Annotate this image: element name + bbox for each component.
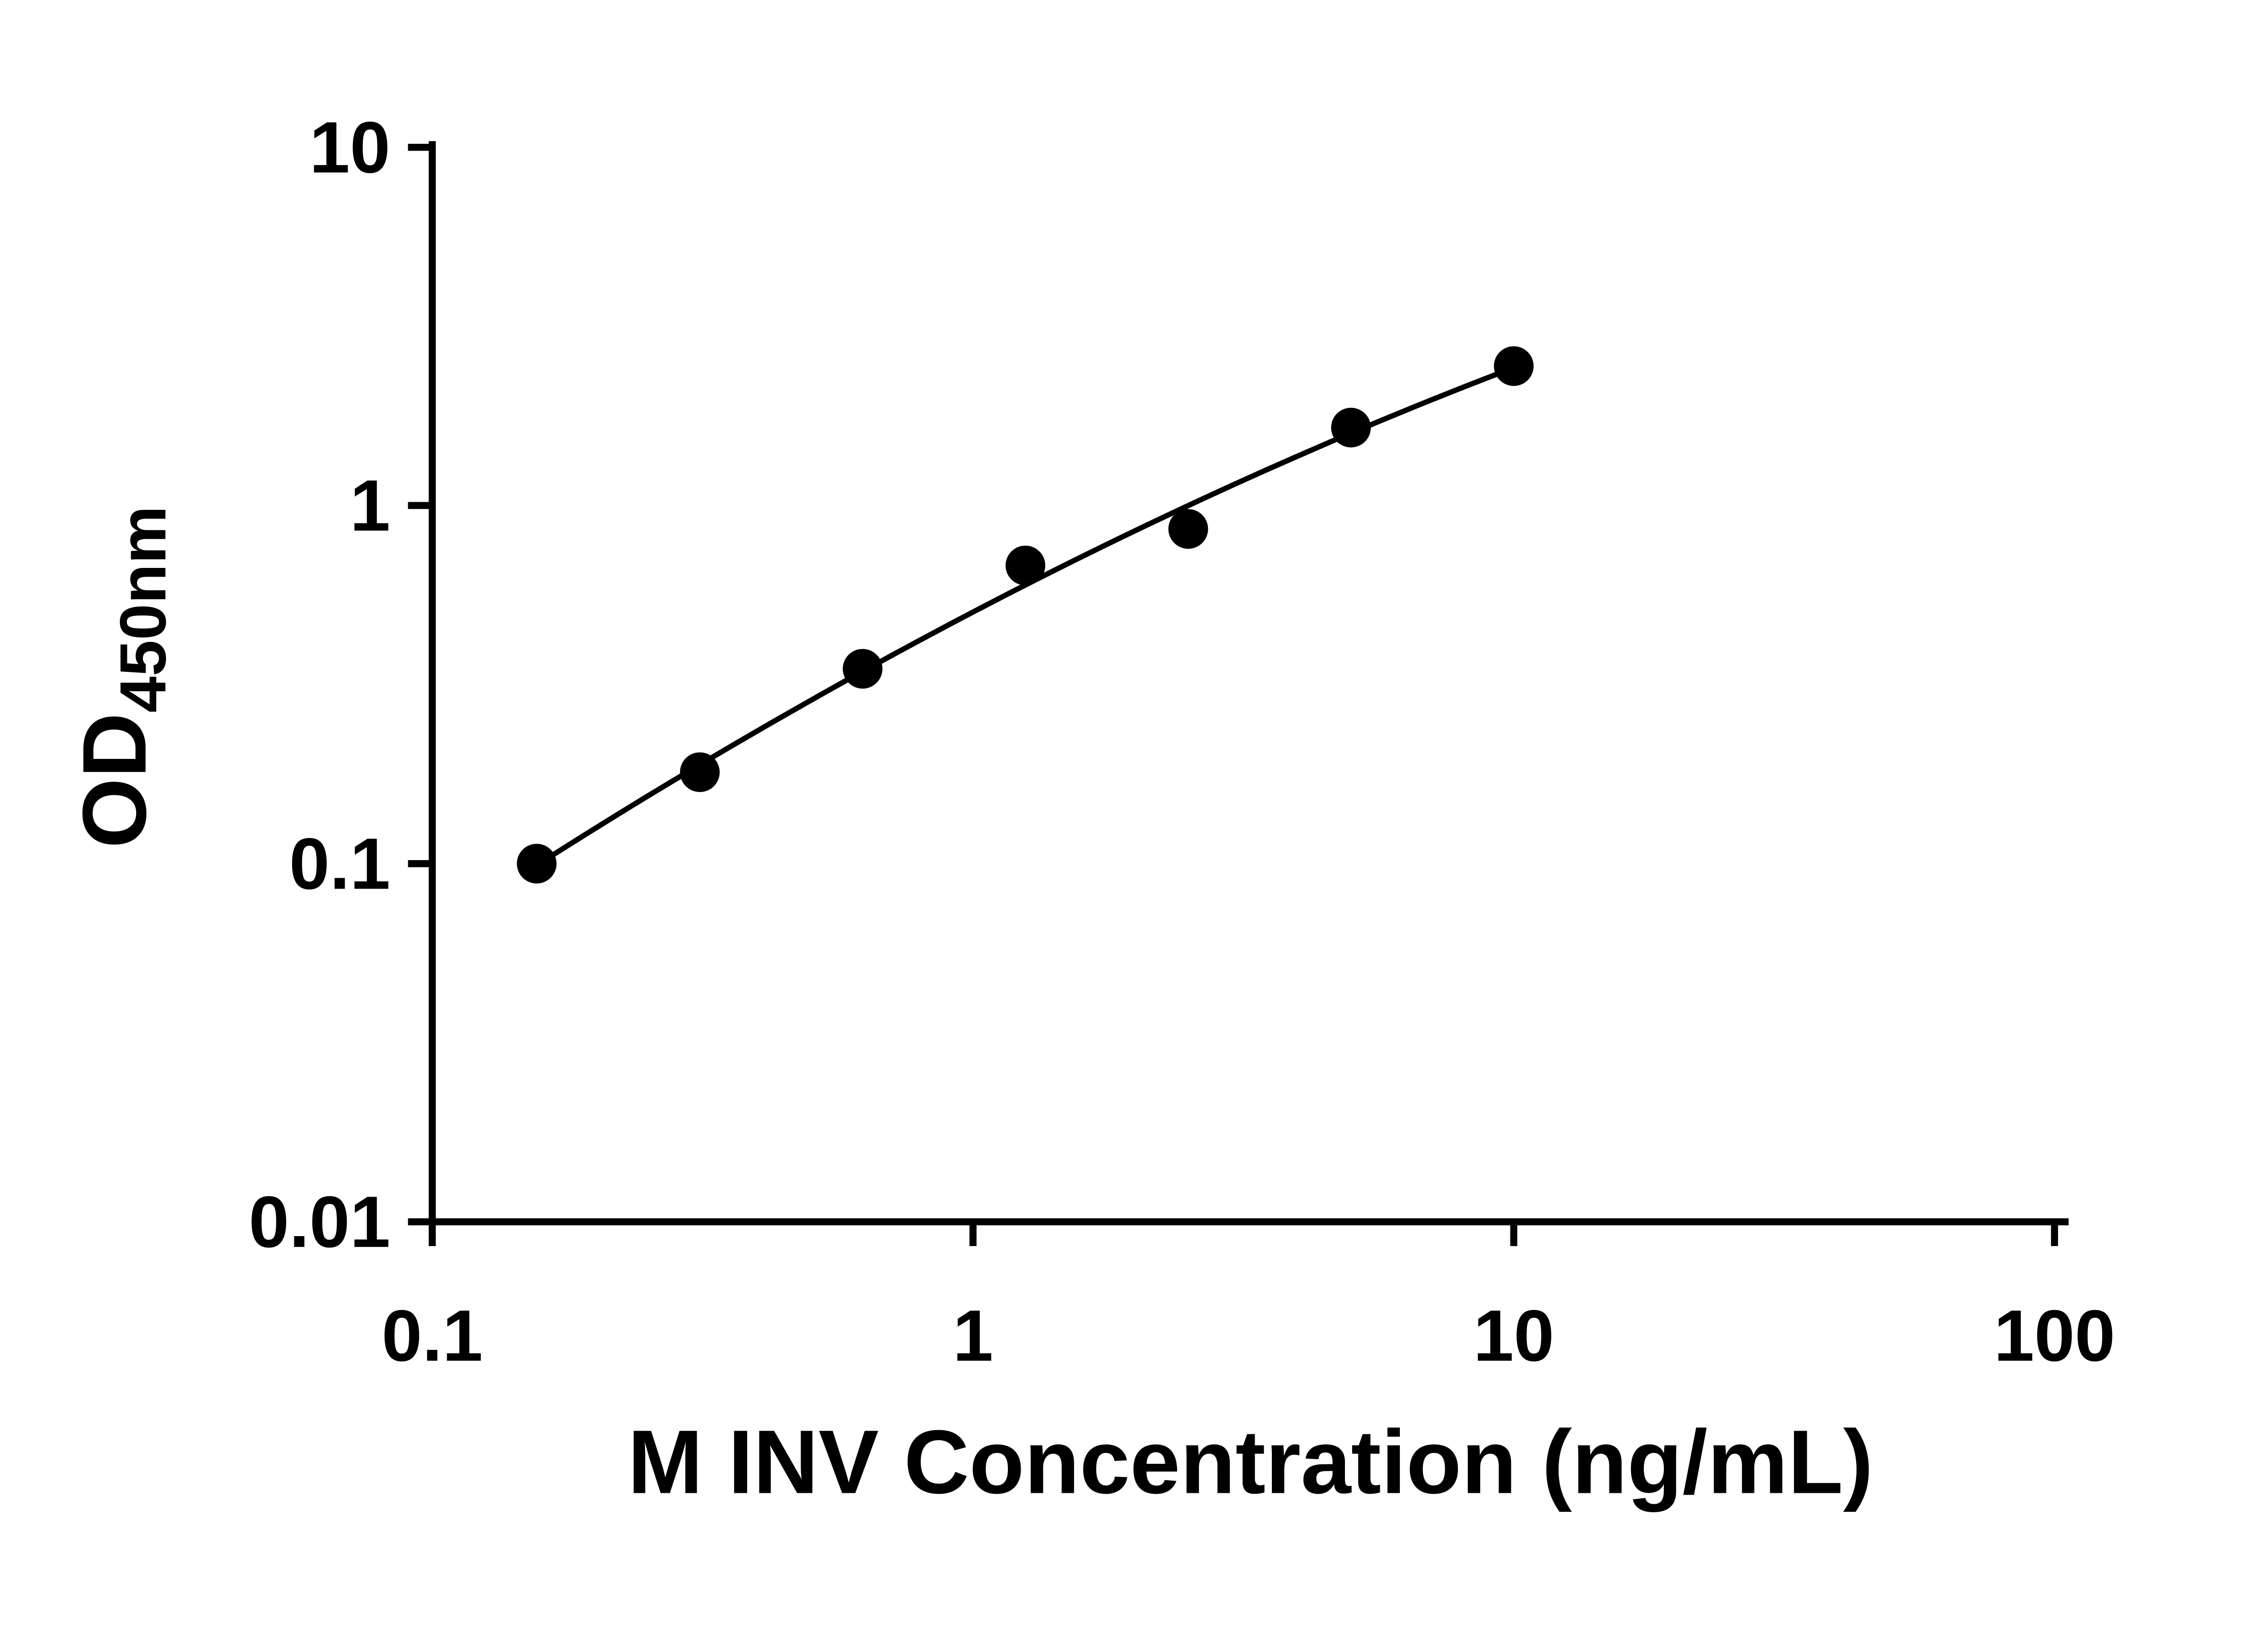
y-axis-title: OD450nm — [64, 506, 180, 848]
elisa-standard-curve-chart: 0.1 1 10 100 0.01 0.1 1 10 M INV Concentration … — [64, 107, 2115, 1513]
x-axis-tick-label: 0.1 — [381, 1295, 483, 1376]
x-axis-tick-label: 1 — [953, 1295, 993, 1376]
y-axis-tick-label: 10 — [309, 107, 390, 188]
x-axis-tick-label: 100 — [1994, 1295, 2116, 1376]
axes — [429, 141, 2069, 1226]
data-point — [517, 844, 557, 884]
fit-curve — [535, 365, 1515, 868]
plot-layer: 0.1 1 10 100 0.01 0.1 1 10 — [249, 107, 2115, 1376]
data-point — [1168, 509, 1208, 549]
y-axis-title-subscript: 450nm — [107, 506, 180, 713]
data-point — [842, 649, 883, 689]
y-axis-tick-label: 0.01 — [249, 1181, 390, 1262]
x-axis-tick-label: 10 — [1473, 1295, 1554, 1376]
y-axis-title-main: OD — [64, 713, 165, 848]
data-point — [1331, 407, 1371, 448]
data-point — [1494, 346, 1534, 386]
data-point — [1005, 545, 1046, 586]
y-axis-tick-label: 0.1 — [289, 823, 391, 904]
x-axis-title: M INV Concentration (ng/mL) — [628, 1412, 1873, 1513]
y-axis-tick-label: 1 — [350, 465, 390, 546]
data-point — [680, 752, 720, 792]
elisa-standard-curve-figure: 0.1 1 10 100 0.01 0.1 1 10 M INV Concentration … — [64, 107, 2116, 1513]
